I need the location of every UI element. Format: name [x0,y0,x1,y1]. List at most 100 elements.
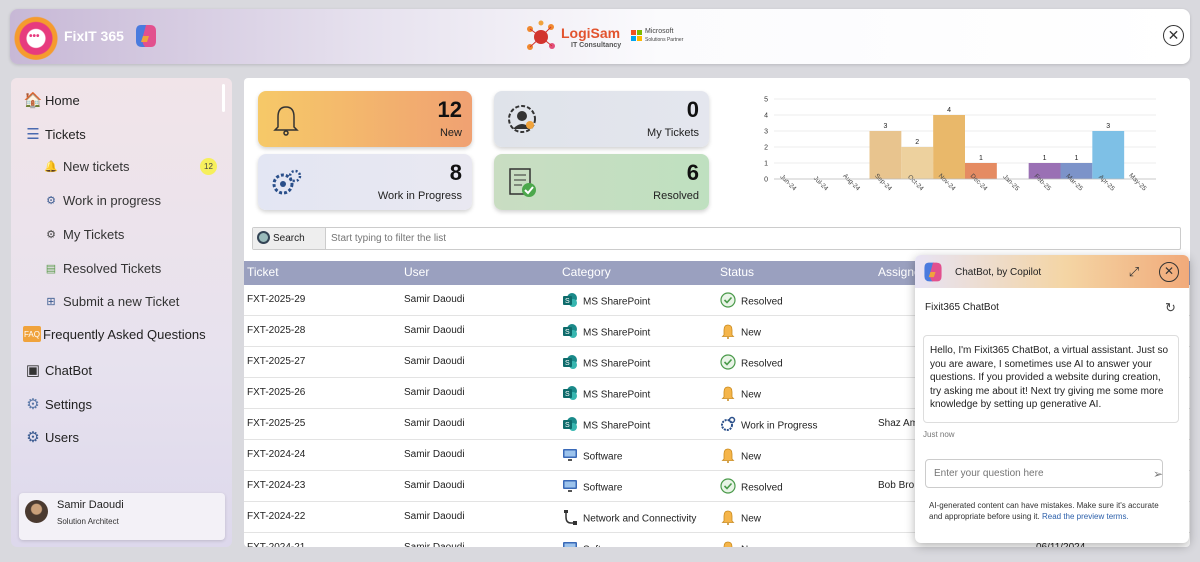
refresh-icon[interactable]: ↻ [1165,300,1176,315]
table-row[interactable]: FXT-2025-25 Samir Daoudi S MS SharePoint Wor… [244,409,1190,440]
sidebar-item-users[interactable]: ⚙ Users [23,427,79,447]
close-icon[interactable]: ✕ [1163,25,1184,46]
table-row[interactable]: FXT-2024-24 Samir Daoudi Software New [244,440,1190,471]
sidebar-item-resolved-tickets[interactable]: ▤ Resolved Tickets [43,261,161,276]
bar[interactable] [1060,163,1093,179]
chat-input[interactable] [925,459,1163,488]
resolved-icon: ▤ [45,263,57,275]
search-input[interactable] [331,228,931,249]
sidebar-item-chatbot[interactable]: ▣ ChatBot [23,360,92,380]
bar[interactable] [933,115,965,179]
copilot-icon[interactable] [132,22,160,50]
ticket-status: New [720,448,761,465]
ticket-user: Samir Daoudi [404,387,465,398]
card-my-tickets-value: 0 [686,97,699,122]
table-row[interactable]: FXT-2025-29 Samir Daoudi S MS SharePoint Res… [244,285,1190,316]
plus-icon: ⊞ [46,296,56,308]
card-wip-value: 8 [449,160,462,185]
x-tick-label: Jul-24 [812,175,830,193]
ticket-status: New [720,324,761,341]
app-logo[interactable]: ••• [12,12,60,60]
ticket-id: FXT-2024-24 [247,449,306,460]
card-my-tickets[interactable]: 0 My Tickets [494,91,709,147]
card-new-label: New [439,127,462,139]
sidebar-item-settings[interactable]: ⚙ Settings [23,394,92,414]
home-icon: 🏠 [23,92,43,109]
svg-text:S: S [565,329,570,336]
sidebar-item-tickets[interactable]: ☰ Tickets [23,124,85,144]
ticket-date: 06/11/2024 [1036,542,1085,547]
svg-text:S: S [565,391,570,398]
ticket-category: S MS SharePoint [562,324,650,341]
sharepoint-icon: S [563,386,577,400]
col-status[interactable]: Status [720,265,755,279]
table-row[interactable]: FXT-2025-26 Samir Daoudi S MS SharePoint New [244,378,1190,409]
bell-icon [721,448,735,463]
bar[interactable] [1092,131,1125,179]
user-gear-icon: ⚙ [46,229,56,241]
col-assignee[interactable]: Assigne [878,265,921,279]
bar[interactable] [869,131,902,179]
gears-icon: ⚙ [46,195,56,207]
microsoft-logo-icon [631,30,642,41]
users-icon: ⚙ [26,429,40,446]
ticket-assignee: Shaz Am [878,418,919,429]
sidebar-item-new-tickets[interactable]: 🔔 New tickets [44,159,130,174]
sidebar-item-faq[interactable]: FAQ Frequently Asked Questions [23,326,206,342]
col-user[interactable]: User [404,265,430,279]
table-row[interactable]: FXT-2025-28 Samir Daoudi S MS SharePoint New [244,316,1190,347]
table-row[interactable]: FXT-2024-23 Samir Daoudi Software Resolved B… [244,471,1190,502]
card-work-in-progress[interactable]: 8 Work in Progress [258,154,472,210]
ticket-id: FXT-2025-25 [247,418,306,429]
table-row[interactable]: FXT-2024-22 Samir Daoudi Network and Conne… [244,502,1190,533]
col-ticket[interactable]: Ticket [247,265,279,279]
data-label: 4 [947,107,951,114]
y-tick-label: 0 [764,177,768,184]
tickets-icon: ☰ [26,126,40,143]
close-icon[interactable]: ✕ [1159,262,1179,282]
ticket-status: New [720,386,761,403]
send-icon[interactable]: ➢ [1153,467,1164,481]
sidebar-scrollbar[interactable] [222,84,225,112]
sharepoint-icon: S [563,324,577,338]
ticket-status: New [720,510,761,527]
ticket-category: S MS SharePoint [562,293,650,310]
expand-icon[interactable]: ⤢ [1128,264,1140,279]
chatbot-title: ChatBot, by Copilot [955,267,1042,278]
card-resolved[interactable]: 6 Resolved [494,154,709,210]
table-row[interactable]: FXT-2024-21 Samir Daoudi Software New 06/11/… [244,533,1190,547]
search-button[interactable]: Search [253,228,326,249]
card-new[interactable]: 12 New [258,91,472,147]
sidebar-item-submit-ticket[interactable]: ⊞ Submit a new Ticket [43,294,179,309]
ticket-id: FXT-2025-28 [247,325,306,336]
table-row[interactable]: FXT-2025-27 Samir Daoudi S MS SharePoint Res… [244,347,1190,378]
user-profile-card[interactable]: Samir Daoudi Solution Architect [19,493,225,540]
sidebar-item-work-in-progress[interactable]: ⚙ Work in progress [43,193,161,208]
search-icon [257,231,270,244]
data-label: 1 [1043,155,1047,162]
preview-terms-link[interactable]: Read the preview terms. [1041,512,1129,521]
new-tickets-badge: 12 [200,158,217,175]
bar[interactable] [1028,163,1061,179]
molecule-logo-icon [527,20,555,50]
ticket-user: Samir Daoudi [404,449,465,460]
monitor-icon [563,542,577,547]
user-name: Samir Daoudi [57,499,124,511]
sidebar: 🏠 Home ☰ Tickets 🔔 New tickets 12 ⚙ Work in … [11,78,232,547]
col-category[interactable]: Category [562,265,611,279]
sharepoint-icon: S [563,417,577,431]
bar[interactable] [901,147,934,179]
sidebar-item-my-tickets[interactable]: ⚙ My Tickets [43,227,124,242]
message-timestamp: Just now [923,430,955,439]
bar[interactable] [965,163,997,179]
svg-text:S: S [565,422,570,429]
sidebar-item-home[interactable]: 🏠 Home [23,92,80,109]
bell-icon [721,510,735,525]
svg-text:S: S [565,298,570,305]
bell-icon [721,324,735,339]
app-header: ••• FixIT 365 LogiSam IT Consultancy Mic… [10,9,1190,64]
company-brand: LogiSam IT Consultancy Microsoft Solution… [525,17,705,57]
ticket-status: Resolved [720,478,783,496]
ticket-user: Samir Daoudi [404,294,465,305]
